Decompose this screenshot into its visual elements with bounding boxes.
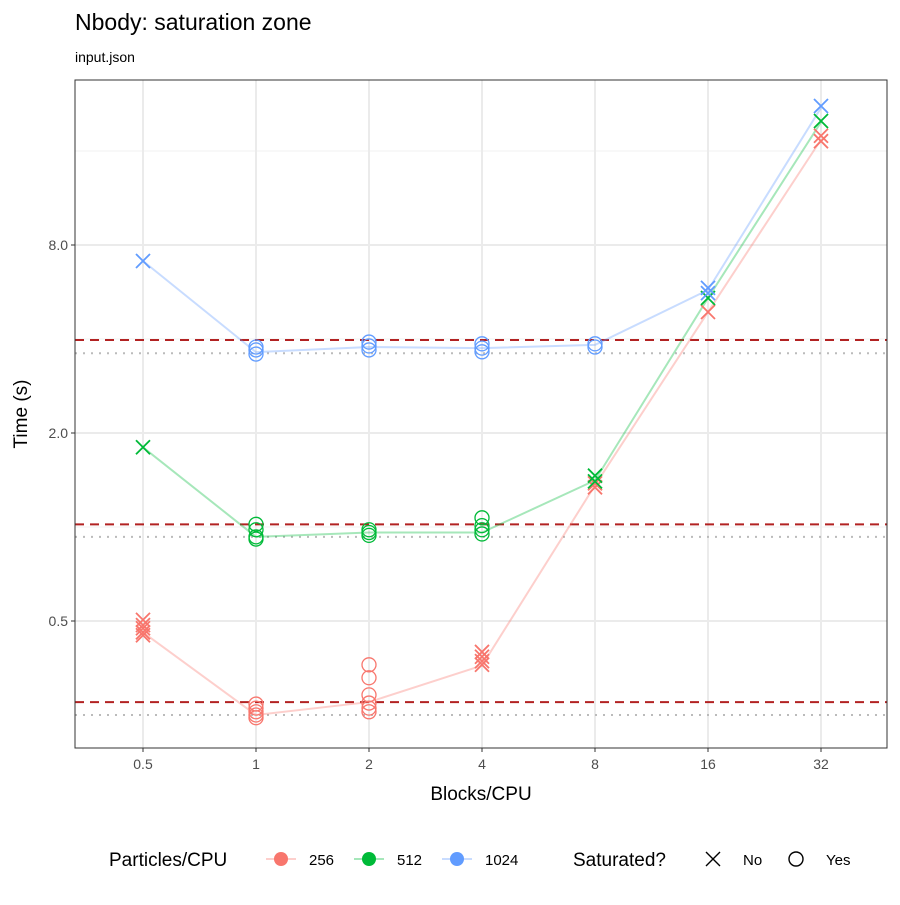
point-1024 xyxy=(135,253,151,269)
legend-label-no: No xyxy=(743,852,762,869)
point-512 xyxy=(248,522,264,538)
point-256 xyxy=(587,479,603,495)
point-1024 xyxy=(813,98,829,114)
point-256 xyxy=(135,624,151,640)
grid xyxy=(75,80,887,748)
point-1024 xyxy=(361,334,377,350)
color-legend-title: Particles/CPU xyxy=(109,850,227,871)
legend-key-1024 xyxy=(450,852,464,866)
x-tick-label: 8 xyxy=(591,756,599,772)
point-1024 xyxy=(361,342,377,358)
point-256 xyxy=(813,128,829,144)
point-512 xyxy=(248,531,264,547)
legend-key-yes xyxy=(788,851,804,867)
point-1024 xyxy=(700,280,716,296)
chart-subtitle: input.json xyxy=(75,49,135,65)
point-256 xyxy=(361,687,377,703)
point-512 xyxy=(248,516,264,532)
x-axis-label: Blocks/CPU xyxy=(430,784,531,805)
point-512 xyxy=(474,522,490,538)
point-512 xyxy=(474,526,490,542)
point-512 xyxy=(135,439,151,455)
point-1024 xyxy=(587,339,603,355)
point-256 xyxy=(135,627,151,643)
point-512 xyxy=(587,468,603,484)
y-axis-label: Time (s) xyxy=(11,380,32,449)
y-tick-label: 0.5 xyxy=(49,613,69,629)
shape-legend-title: Saturated? xyxy=(573,850,666,871)
x-tick-label: 0.5 xyxy=(133,756,153,772)
x-tick-label: 32 xyxy=(813,756,829,772)
point-1024 xyxy=(474,340,490,356)
point-1024 xyxy=(248,346,264,362)
point-1024 xyxy=(700,285,716,301)
point-256 xyxy=(474,649,490,665)
point-256 xyxy=(135,620,151,636)
point-1024 xyxy=(587,336,603,352)
point-1024 xyxy=(474,336,490,352)
point-256 xyxy=(361,657,377,673)
legend-key-no xyxy=(705,851,721,867)
y-axis: 0.5 2.0 8.0 xyxy=(49,237,75,629)
legend: Particles/CPU 256 512 1024 Saturated? No Ye… xyxy=(109,850,850,871)
point-256 xyxy=(248,710,264,726)
point-256 xyxy=(700,304,716,320)
point-256 xyxy=(361,700,377,716)
legend-label-yes: Yes xyxy=(826,852,850,869)
legend-label-1024: 1024 xyxy=(485,852,518,869)
data-points xyxy=(135,98,829,726)
point-1024 xyxy=(361,338,377,354)
legend-key-256 xyxy=(274,852,288,866)
series-line-1024 xyxy=(142,107,822,354)
point-256 xyxy=(248,704,264,720)
point-512 xyxy=(474,518,490,534)
point-256 xyxy=(587,475,603,491)
x-tick-label: 1 xyxy=(252,756,260,772)
point-256 xyxy=(361,695,377,711)
point-512 xyxy=(587,473,603,490)
point-1024 xyxy=(474,344,490,360)
point-256 xyxy=(361,670,377,686)
point-256 xyxy=(474,653,490,669)
legend-key-512 xyxy=(362,852,376,866)
point-1024 xyxy=(248,342,264,358)
y-tick-label: 2.0 xyxy=(49,425,69,441)
point-256 xyxy=(474,657,490,673)
x-tick-label: 2 xyxy=(365,756,373,772)
x-axis: 0.5 1 2 4 8 16 32 xyxy=(133,748,829,772)
chart-title: Nbody: saturation zone xyxy=(75,9,312,35)
point-512 xyxy=(474,510,490,526)
legend-label-256: 256 xyxy=(309,852,334,869)
point-256 xyxy=(361,704,377,720)
x-tick-label: 16 xyxy=(700,756,716,772)
point-256 xyxy=(248,700,264,716)
plot-panel-border xyxy=(74,79,888,749)
y-tick-label: 8.0 xyxy=(49,237,69,253)
point-256 xyxy=(813,133,829,149)
point-512 xyxy=(813,113,829,129)
x-tick-label: 4 xyxy=(478,756,486,772)
legend-label-512: 512 xyxy=(397,852,422,869)
point-512 xyxy=(361,527,377,544)
